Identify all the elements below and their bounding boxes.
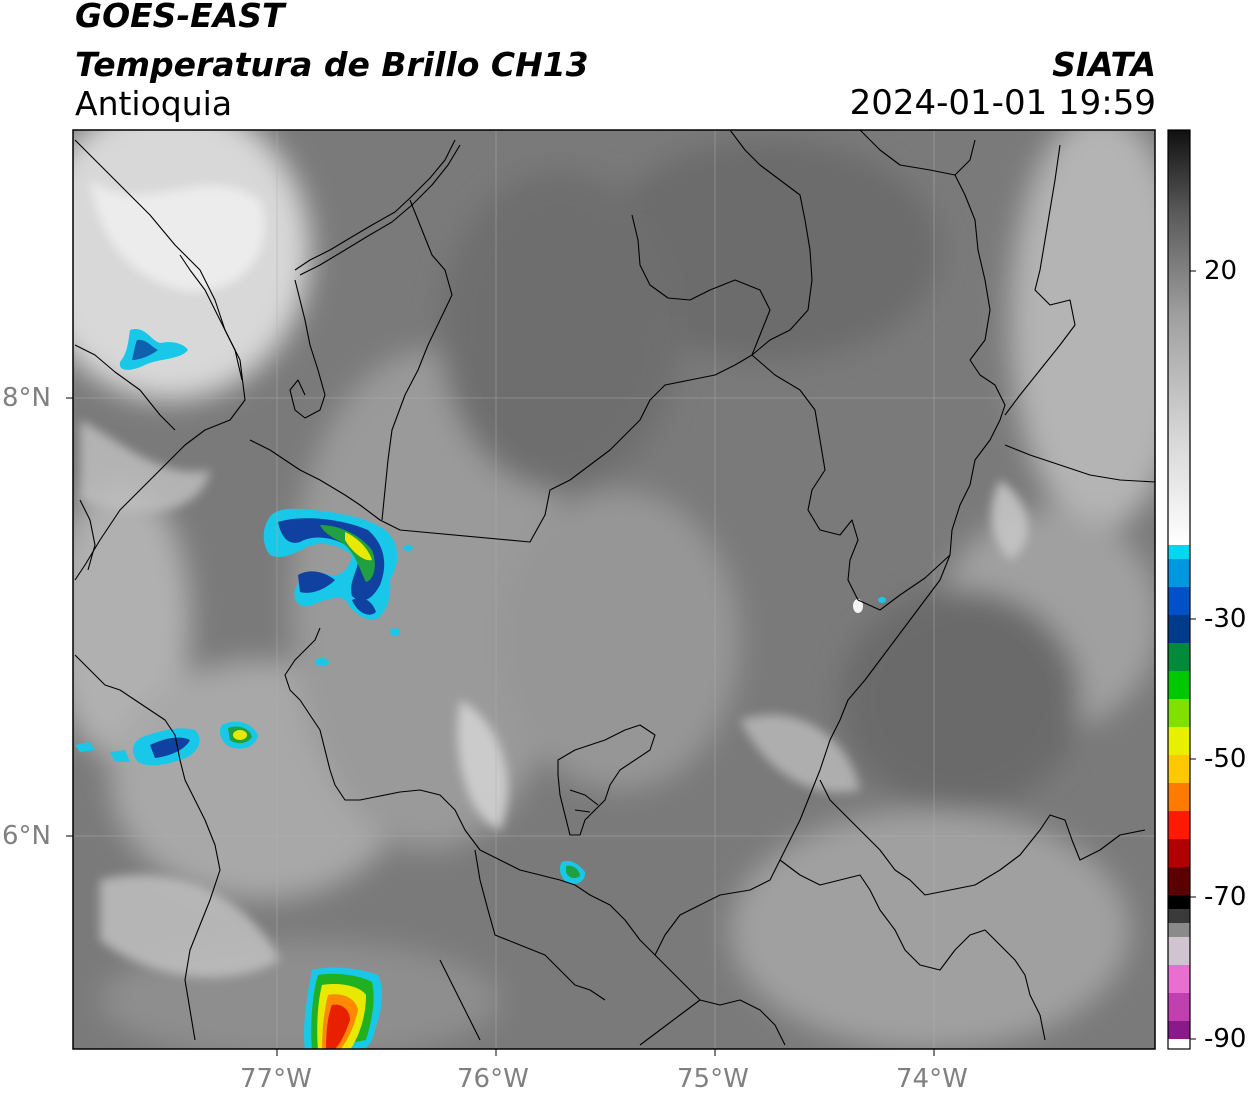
colorbar-segment xyxy=(1168,559,1190,587)
axis-ticks xyxy=(66,397,935,1056)
colorbar xyxy=(1167,129,1196,1050)
colorbar-label-minus30: -30 xyxy=(1204,604,1247,634)
colorbar-segment xyxy=(1168,1039,1190,1049)
organization-label: SIATA xyxy=(1052,45,1156,84)
colorbar-segment xyxy=(1168,755,1190,783)
lat-tick-8n: 8°N xyxy=(2,383,51,413)
lon-tick-76w: 76°W xyxy=(457,1064,529,1094)
colorbar-segment xyxy=(1168,867,1190,895)
boundaries xyxy=(74,130,1155,1046)
plot-frame xyxy=(72,129,1156,1050)
colorbar-segment xyxy=(1168,783,1190,811)
colorbar-segment xyxy=(1168,993,1190,1021)
lon-tick-74w: 74°W xyxy=(896,1064,968,1094)
gridlines xyxy=(73,130,1155,1049)
colorbar-segment xyxy=(1168,895,1190,909)
colorbar-segment xyxy=(1168,545,1190,559)
imagery-layer xyxy=(73,130,1155,1049)
colorbar-segment xyxy=(1168,909,1190,923)
colorbar-segment xyxy=(1168,839,1190,867)
colorbar-label-minus70: -70 xyxy=(1204,882,1247,912)
region-subtitle: Antioquia xyxy=(75,84,233,123)
colorbar-segment xyxy=(1168,923,1190,937)
colorbar-segment xyxy=(1168,811,1190,839)
colorbar-segment xyxy=(1168,615,1190,643)
colorbar-segment xyxy=(1168,727,1190,755)
colorbar-segment xyxy=(1168,965,1190,993)
colorbar-segment xyxy=(1168,587,1190,615)
lat-tick-6n: 6°N xyxy=(2,821,51,851)
colorbar-label-minus50: -50 xyxy=(1204,744,1247,774)
colorbar-segment xyxy=(1168,937,1190,965)
colorbar-segment xyxy=(1168,699,1190,727)
colorbar-label-minus90: -90 xyxy=(1204,1024,1247,1054)
colorbar-label-20: 20 xyxy=(1204,256,1238,286)
product-title: Temperatura de Brillo CH13 xyxy=(75,45,589,84)
convective-cells xyxy=(75,328,886,1049)
lon-tick-77w: 77°W xyxy=(240,1064,312,1094)
colorbar-segment xyxy=(1168,671,1190,699)
satellite-title: GOES-EAST xyxy=(75,0,285,35)
lon-tick-75w: 75°W xyxy=(677,1064,749,1094)
colorbar-segment xyxy=(1168,643,1190,671)
timestamp-label: 2024-01-01 19:59 xyxy=(849,83,1156,123)
